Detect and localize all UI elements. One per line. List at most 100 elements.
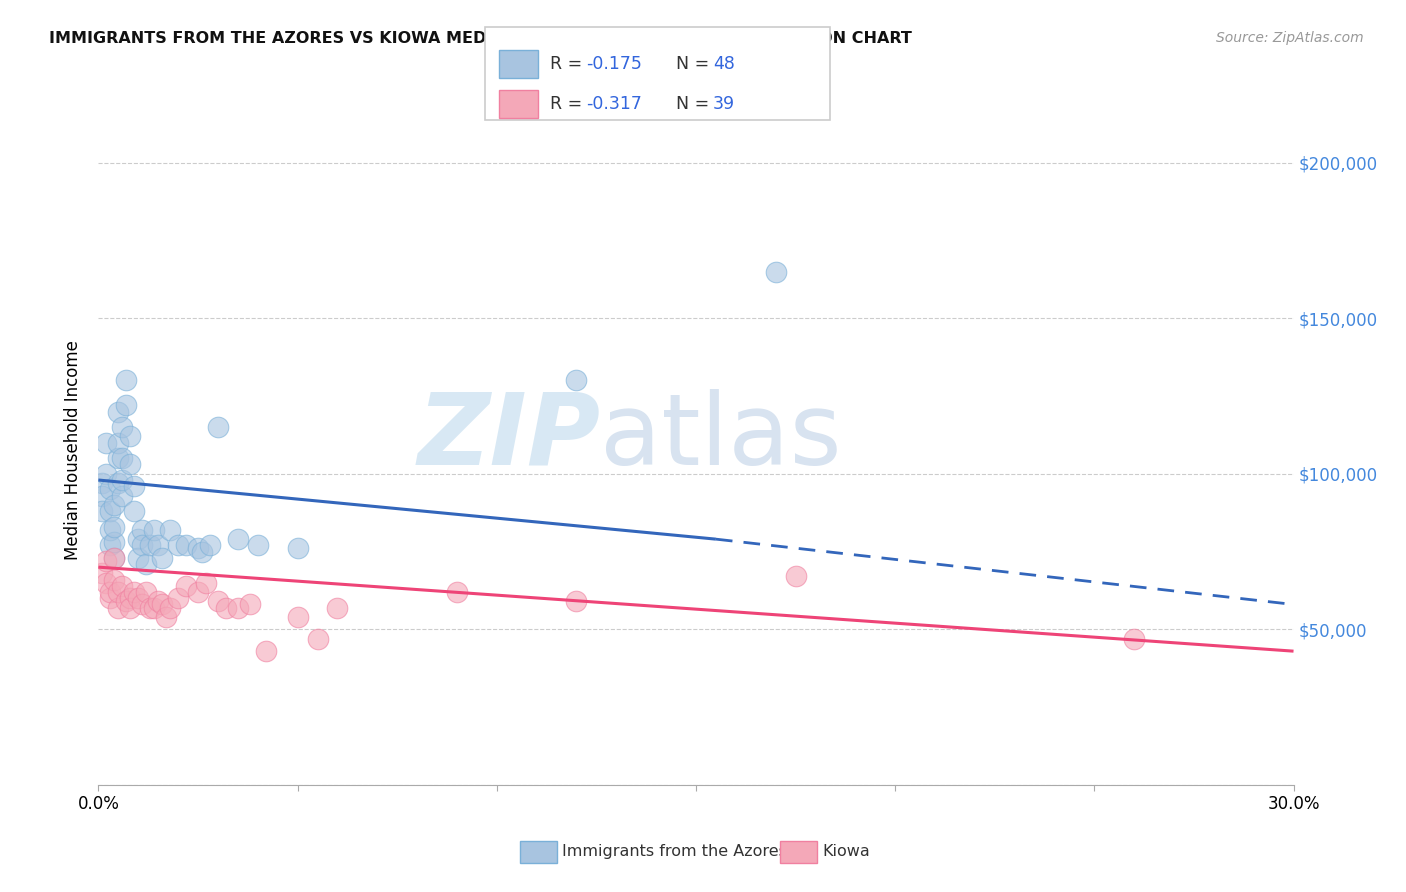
Point — [111, 420, 134, 434]
Point — [135, 585, 157, 599]
Point — [565, 594, 588, 608]
Point — [287, 541, 309, 556]
Point — [127, 591, 149, 606]
Point — [191, 544, 214, 558]
Point — [565, 374, 588, 388]
Point — [148, 594, 170, 608]
Point — [785, 569, 807, 583]
Point — [107, 451, 129, 466]
Point — [120, 591, 142, 606]
Point — [765, 264, 787, 278]
Point — [107, 404, 129, 418]
Point — [167, 538, 190, 552]
Text: ZIP: ZIP — [418, 389, 600, 485]
Point — [100, 504, 122, 518]
Point — [226, 532, 249, 546]
Text: atlas: atlas — [600, 389, 842, 485]
Point — [111, 489, 134, 503]
Point — [120, 429, 142, 443]
Point — [131, 598, 153, 612]
Point — [143, 523, 166, 537]
Point — [103, 573, 125, 587]
Point — [159, 523, 181, 537]
Point — [287, 610, 309, 624]
Point — [100, 523, 122, 537]
Y-axis label: Median Household Income: Median Household Income — [65, 341, 83, 560]
Point — [91, 504, 114, 518]
Point — [120, 458, 142, 472]
Point — [100, 591, 122, 606]
Point — [1123, 632, 1146, 646]
Point — [131, 538, 153, 552]
Point — [91, 476, 114, 491]
Point — [115, 374, 138, 388]
Point — [103, 550, 125, 565]
Point — [124, 479, 146, 493]
Point — [174, 579, 197, 593]
Point — [103, 535, 125, 549]
Point — [100, 538, 122, 552]
Point — [107, 476, 129, 491]
Point — [155, 610, 177, 624]
Point — [96, 554, 118, 568]
Text: Kiowa: Kiowa — [823, 845, 870, 859]
Point — [150, 550, 173, 565]
Point — [96, 467, 118, 481]
Point — [246, 538, 269, 552]
Point — [187, 541, 209, 556]
Point — [207, 594, 229, 608]
Point — [100, 483, 122, 497]
Point — [100, 585, 122, 599]
Text: 48: 48 — [713, 55, 735, 73]
Point — [135, 557, 157, 571]
Point — [103, 519, 125, 533]
Point — [207, 420, 229, 434]
Point — [254, 644, 277, 658]
Point — [131, 523, 153, 537]
Point — [120, 600, 142, 615]
Point — [198, 538, 221, 552]
Text: N =: N = — [676, 55, 716, 73]
Point — [215, 600, 238, 615]
Point — [174, 538, 197, 552]
Point — [124, 585, 146, 599]
Point — [111, 473, 134, 487]
Point — [226, 600, 249, 615]
Point — [148, 538, 170, 552]
Point — [107, 585, 129, 599]
Text: 39: 39 — [713, 95, 735, 113]
Point — [91, 489, 114, 503]
Point — [111, 451, 134, 466]
Point — [91, 566, 114, 581]
Text: R =: R = — [550, 55, 588, 73]
Text: -0.175: -0.175 — [586, 55, 643, 73]
Text: IMMIGRANTS FROM THE AZORES VS KIOWA MEDIAN HOUSEHOLD INCOME CORRELATION CHART: IMMIGRANTS FROM THE AZORES VS KIOWA MEDI… — [49, 31, 912, 46]
Point — [96, 435, 118, 450]
Point — [307, 632, 329, 646]
Point — [167, 591, 190, 606]
Point — [96, 575, 118, 590]
Point — [103, 498, 125, 512]
Point — [127, 532, 149, 546]
Point — [239, 598, 262, 612]
Point — [143, 600, 166, 615]
Point — [195, 575, 218, 590]
Text: R =: R = — [550, 95, 588, 113]
Text: -0.317: -0.317 — [586, 95, 643, 113]
Point — [326, 600, 349, 615]
Point — [187, 585, 209, 599]
Point — [139, 600, 162, 615]
Point — [107, 600, 129, 615]
Point — [150, 598, 173, 612]
Point — [115, 594, 138, 608]
Text: N =: N = — [676, 95, 716, 113]
Point — [115, 398, 138, 412]
Point — [139, 538, 162, 552]
Text: Source: ZipAtlas.com: Source: ZipAtlas.com — [1216, 31, 1364, 45]
Point — [107, 435, 129, 450]
Point — [127, 550, 149, 565]
Point — [111, 579, 134, 593]
Point — [103, 550, 125, 565]
Text: Immigrants from the Azores: Immigrants from the Azores — [562, 845, 787, 859]
Point — [124, 504, 146, 518]
